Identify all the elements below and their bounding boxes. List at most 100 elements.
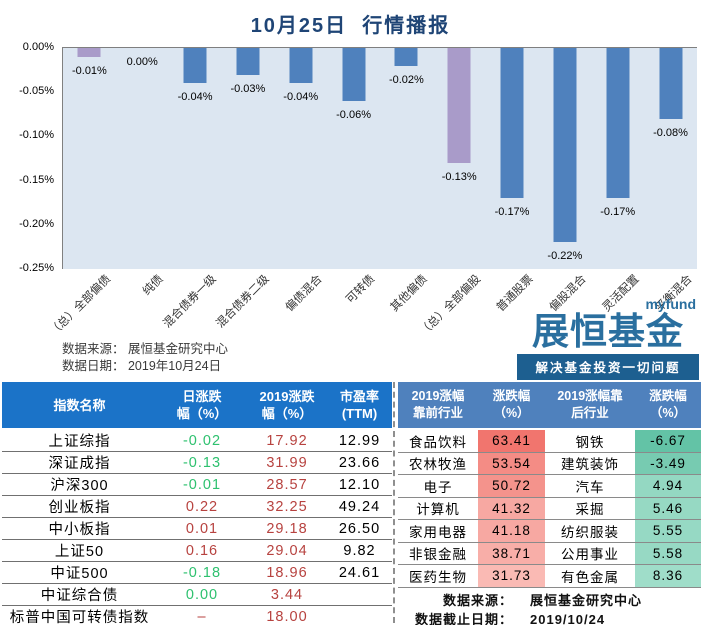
bar-slot: -0.03% <box>221 48 274 269</box>
bar-slot: -0.17% <box>486 48 539 269</box>
table-footer: 数据来源： 展恒基金研究中心 数据截止日期： 2019/10/24 <box>398 593 701 625</box>
bar <box>342 48 366 101</box>
bar-slot: -0.04% <box>169 48 222 269</box>
daily-change-cell: -0.01 <box>157 473 247 496</box>
table-row: 沪深300 -0.01 28.57 12.10 <box>2 473 392 496</box>
table-row: 家用电器 41.18 纺织服装 5.55 <box>398 519 701 543</box>
x-category-text: 其他偏债 <box>389 273 431 315</box>
bottom-industry-cell: 采掘 <box>545 497 635 520</box>
logo-myfund-text: myfund <box>645 296 696 312</box>
bar-slot: -0.13% <box>433 48 486 269</box>
top-industry-change-cell: 50.72 <box>478 474 545 498</box>
bar-slot: -0.06% <box>327 48 380 269</box>
pe-ttm-cell: 12.99 <box>327 429 392 452</box>
bar-value-label: -0.17% <box>600 206 636 218</box>
y-tick-label: -0.05% <box>19 85 54 98</box>
y-tick-label: -0.15% <box>19 173 54 186</box>
column-header: 日涨跌 幅（%） <box>157 382 247 430</box>
y-tick-label: -0.20% <box>19 217 54 230</box>
top-industry-change-cell: 63.41 <box>478 429 545 453</box>
bar <box>553 48 577 242</box>
ytd-change-cell: 31.99 <box>247 451 327 474</box>
index-name-cell: 标普中国可转债指数 <box>2 605 157 625</box>
footer-source-value: 展恒基金研究中心 <box>530 593 643 608</box>
bar-slot: -0.02% <box>380 48 433 269</box>
column-header: 2019涨幅 靠前行业 <box>398 382 478 430</box>
bar-slot: -0.04% <box>274 48 327 269</box>
footer-source-label: 数据来源： <box>442 593 513 608</box>
bar-value-label: -0.17% <box>494 206 530 218</box>
footer-date-value: 2019/10/24 <box>530 612 606 625</box>
column-header: 指数名称 <box>2 382 157 430</box>
index-name-cell: 上证50 <box>2 539 157 562</box>
page-title: 10月25日 行情播报 <box>250 15 451 37</box>
pe-ttm-cell: 23.66 <box>327 451 392 474</box>
index-name-cell: 深证成指 <box>2 451 157 474</box>
bar-slot: -0.08% <box>644 48 697 269</box>
industry-table: 2019涨幅 靠前行业 涨跌幅 （%） 2019涨幅靠 后行业 涨跌幅 （%） 食品饮料 63.… <box>398 382 701 588</box>
chart-source: 数据来源： 展恒基金研究中心 数据日期： 2019年10月24日 <box>62 341 228 375</box>
table-row: 上证50 0.16 29.04 9.82 <box>2 539 392 562</box>
daily-change-cell: 0.16 <box>157 539 247 562</box>
x-category-text: 可转债 <box>344 273 378 307</box>
bar <box>606 48 630 198</box>
bottom-industry-change-cell: -3.49 <box>635 452 701 475</box>
bottom-industry-cell: 有色金属 <box>545 564 635 588</box>
logo-brand-text: 展恒基金 <box>532 311 684 352</box>
index-name-cell: 中小板指 <box>2 517 157 540</box>
top-industry-cell: 食品饮料 <box>398 429 478 453</box>
bar <box>183 48 207 83</box>
bottom-industry-change-cell: 4.94 <box>635 474 701 498</box>
myfund-logo: myfund 展恒基金 解决基金投资一切问题 <box>517 297 699 380</box>
bar-slot: -0.17% <box>591 48 644 269</box>
column-header: 涨跌幅 （%） <box>478 382 545 430</box>
bar-value-label: -0.08% <box>653 127 688 139</box>
bar <box>77 48 101 57</box>
bar <box>394 48 418 66</box>
index-table-header-row: 指数名称 日涨跌 幅（%） 2019涨跌 幅（%） 市盈率 (TTM) <box>2 382 392 430</box>
bar-slot: -0.22% <box>538 48 591 269</box>
table-divider <box>393 382 395 623</box>
table-row: 非银金融 38.71 公用事业 5.58 <box>398 542 701 565</box>
daily-change-cell: 0.22 <box>157 495 247 518</box>
index-name-cell: 创业板指 <box>2 495 157 518</box>
y-tick-label: -0.25% <box>19 262 54 274</box>
bottom-industry-change-cell: 5.46 <box>635 497 701 520</box>
bar-value-label: 0.00% <box>126 56 158 68</box>
top-industry-cell: 电子 <box>398 474 478 498</box>
ytd-change-cell: 28.57 <box>247 473 327 496</box>
x-category-text: 偏债混合 <box>283 273 325 315</box>
bar-value-label: -0.04% <box>177 91 213 103</box>
column-header: 涨跌幅 （%） <box>635 382 701 430</box>
footer-date-label: 数据截止日期： <box>414 612 513 625</box>
chart-source-line2: 数据日期： 2019年10月24日 <box>62 359 222 373</box>
bars: -0.01% 0.00% -0.04% -0.03% -0.04% -0.06% -0.02… <box>63 48 697 269</box>
ytd-change-cell: 17.92 <box>247 429 327 452</box>
bottom-industry-cell: 公用事业 <box>545 542 635 565</box>
pe-ttm-cell: 24.61 <box>327 561 392 584</box>
y-tick-label: -0.10% <box>19 129 54 142</box>
table-row: 上证综指 -0.02 17.92 12.99 <box>2 429 392 452</box>
chart-source-line1: 数据来源： 展恒基金研究中心 <box>62 342 228 356</box>
ytd-change-cell: 29.04 <box>247 539 327 562</box>
bar <box>236 48 260 75</box>
bottom-industry-cell: 纺织服装 <box>545 519 635 543</box>
daily-change-cell: 0.00 <box>157 583 247 606</box>
x-category-text: 纯债 <box>141 273 166 298</box>
pe-ttm-cell: 49.24 <box>327 495 392 518</box>
bottom-industry-cell: 建筑装饰 <box>545 452 635 475</box>
bottom-industry-change-cell: 5.58 <box>635 542 701 565</box>
ytd-change-cell: 18.96 <box>247 561 327 584</box>
top-industry-cell: 医药生物 <box>398 564 478 588</box>
bar-slot: 0.00% <box>116 48 169 269</box>
column-header: 2019涨幅靠 后行业 <box>545 382 635 430</box>
table-row: 食品饮料 63.41 钢铁 -6.67 <box>398 429 701 453</box>
top-industry-change-cell: 53.54 <box>478 452 545 475</box>
bar <box>289 48 313 83</box>
table-row: 中小板指 0.01 29.18 26.50 <box>2 517 392 540</box>
table-row: 创业板指 0.22 32.25 49.24 <box>2 495 392 518</box>
table-row: 深证成指 -0.13 31.99 23.66 <box>2 451 392 474</box>
y-axis: 0.00% -0.05% -0.10% -0.15% -0.20% -0.25% <box>0 41 57 274</box>
x-category-text: （总）全部偏债 <box>47 273 114 339</box>
table-row: 标普中国可转债指数 –18.00 <box>2 605 392 625</box>
